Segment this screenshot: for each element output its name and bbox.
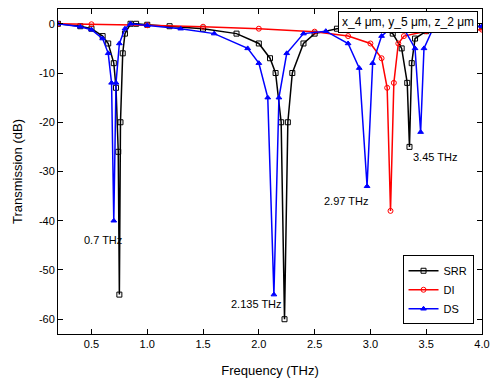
svg-text:2.135 THz: 2.135 THz bbox=[231, 298, 282, 310]
svg-text:3.0: 3.0 bbox=[363, 338, 378, 350]
svg-text:Transmission (dB): Transmission (dB) bbox=[10, 119, 25, 224]
svg-text:DS: DS bbox=[444, 303, 459, 315]
svg-text:3.45 THz: 3.45 THz bbox=[413, 151, 457, 163]
svg-text:-20: -20 bbox=[39, 116, 55, 128]
svg-text:-10: -10 bbox=[39, 67, 55, 79]
svg-text:2.5: 2.5 bbox=[307, 338, 322, 350]
svg-text:-40: -40 bbox=[39, 215, 55, 227]
svg-text:2.0: 2.0 bbox=[251, 338, 266, 350]
svg-text:-60: -60 bbox=[39, 313, 55, 325]
svg-text:0.7 THz: 0.7 THz bbox=[84, 234, 122, 246]
svg-text:x_4 μm, y_5 μm, z_2 μm: x_4 μm, y_5 μm, z_2 μm bbox=[342, 15, 474, 29]
svg-text:DI: DI bbox=[444, 284, 455, 296]
svg-text:-30: -30 bbox=[39, 165, 55, 177]
svg-text:0: 0 bbox=[49, 18, 55, 30]
svg-text:1.0: 1.0 bbox=[140, 338, 155, 350]
svg-text:3.5: 3.5 bbox=[419, 338, 434, 350]
svg-text:2.97 THz: 2.97 THz bbox=[324, 195, 368, 207]
svg-text:4.0: 4.0 bbox=[474, 338, 489, 350]
svg-text:Frequency (THz): Frequency (THz) bbox=[221, 363, 319, 378]
svg-text:1.5: 1.5 bbox=[195, 338, 210, 350]
svg-text:-50: -50 bbox=[39, 264, 55, 276]
svg-text:0.5: 0.5 bbox=[84, 338, 99, 350]
svg-text:SRR: SRR bbox=[444, 265, 467, 277]
